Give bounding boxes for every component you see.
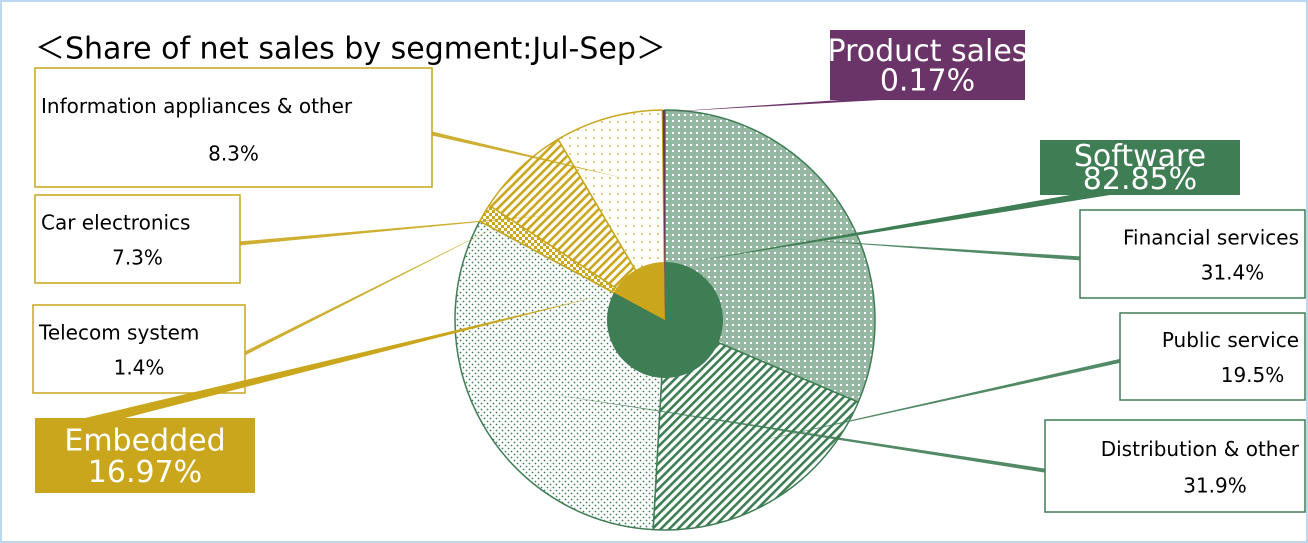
label-name: Product sales: [828, 34, 1028, 69]
label-value: 19.5%: [1221, 363, 1285, 387]
outer-slice: [557, 109, 666, 323]
leader-line: [742, 358, 1120, 445]
label-name: Car electronics: [41, 211, 190, 235]
chart-title: ＜Share of net sales by segment:Jul-Sep＞: [35, 32, 666, 67]
outer-slice: [652, 318, 860, 531]
label-box: [1040, 140, 1240, 195]
label-value: 31.4%: [1201, 261, 1265, 285]
label-name: Information appliances & other: [41, 94, 353, 118]
inner-slice-outer: [662, 110, 665, 321]
leader-line: [665, 100, 880, 112]
label-name: Software: [1074, 139, 1206, 174]
label-name: Public service: [1162, 328, 1299, 352]
label-value: 1.4%: [114, 356, 165, 380]
inner-slice: [607, 262, 723, 379]
label-name: Embedded: [64, 424, 225, 459]
leader-line: [240, 213, 564, 246]
inner-slice: [613, 262, 665, 320]
label-box: [34, 67, 433, 188]
label-name: Financial services: [1123, 226, 1299, 250]
leader-line: [690, 195, 1110, 262]
leader-line: [85, 296, 600, 418]
leader-line: [787, 238, 1080, 261]
leader-line: [536, 392, 1045, 473]
label-value: 82.85%: [1083, 162, 1197, 197]
label-box: [1079, 209, 1306, 299]
label-box: [35, 418, 255, 493]
label-value: 31.9%: [1183, 474, 1247, 498]
leader-line: [245, 223, 503, 356]
label-box: [1044, 419, 1306, 513]
label-name: Distribution & other: [1101, 437, 1300, 461]
label-box: [32, 304, 246, 394]
label-box: [1119, 312, 1306, 401]
label-name: Telecom system: [38, 321, 199, 345]
label-box: [34, 194, 241, 284]
label-value: 7.3%: [112, 246, 163, 270]
label-value: 0.17%: [880, 63, 975, 98]
label-value: 16.97%: [88, 455, 202, 490]
label-box: [830, 30, 1025, 100]
leader-line: [432, 131, 626, 179]
label-value: 8.3%: [208, 141, 259, 165]
